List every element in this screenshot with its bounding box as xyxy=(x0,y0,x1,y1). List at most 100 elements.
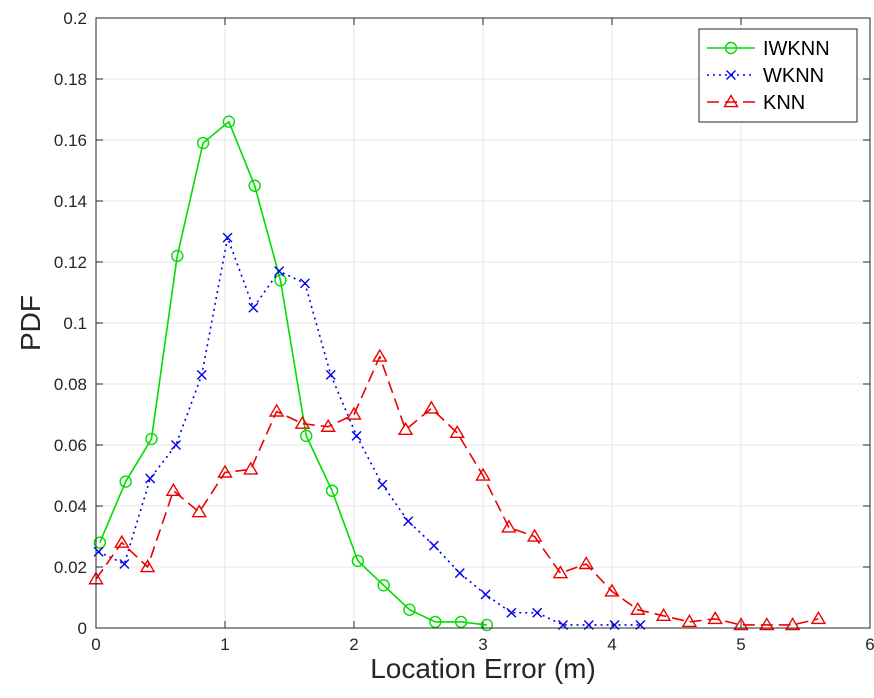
data-point-knn xyxy=(578,556,594,570)
data-point-knn xyxy=(449,424,465,439)
data-point-wknn xyxy=(299,278,310,289)
data-point-wknn xyxy=(532,607,543,618)
data-point-iwknn xyxy=(403,603,416,616)
data-point-wknn xyxy=(454,568,465,579)
x-tick-labels: 0 1 2 3 4 5 6 xyxy=(91,635,874,654)
data-point-wknn xyxy=(145,473,156,484)
data-point-knn xyxy=(346,406,362,420)
data-point-iwknn xyxy=(145,432,158,446)
y-tick-label: 0.04 xyxy=(54,497,87,516)
series-iwknn xyxy=(93,115,494,632)
data-point-knn xyxy=(243,461,259,475)
data-point-wknn xyxy=(170,440,181,450)
series-line-knn xyxy=(95,355,819,626)
data-point-knn xyxy=(475,467,491,481)
data-point-knn xyxy=(604,583,620,597)
y-tick-label: 0.12 xyxy=(54,253,87,272)
data-point-wknn xyxy=(403,516,414,527)
y-tick-label: 0.06 xyxy=(54,436,87,455)
y-tick-label: 0.14 xyxy=(54,192,87,211)
data-point-iwknn xyxy=(325,484,339,497)
data-point-iwknn xyxy=(171,249,184,263)
y-tick-label: 0.1 xyxy=(63,314,87,333)
x-tick-label: 4 xyxy=(607,635,616,654)
data-point-knn xyxy=(165,482,182,496)
data-point-iwknn xyxy=(377,579,390,592)
legend-label-knn: KNN xyxy=(763,92,805,114)
legend-marker-wknn xyxy=(726,70,736,80)
data-point-knn xyxy=(681,614,698,628)
data-point-wknn xyxy=(506,607,517,618)
data-point-wknn xyxy=(248,302,259,313)
legend-label-wknn: WKNN xyxy=(763,65,824,87)
data-point-wknn xyxy=(274,266,285,277)
data-point-wknn xyxy=(428,540,439,551)
data-point-iwknn xyxy=(429,615,442,629)
data-point-iwknn xyxy=(274,274,287,287)
x-axis-label: Location Error (m) xyxy=(370,653,596,684)
series-layer xyxy=(88,115,827,632)
data-point-knn xyxy=(630,601,646,615)
series-line-iwknn xyxy=(99,120,487,626)
data-point-knn xyxy=(707,610,723,625)
data-point-knn xyxy=(114,534,130,548)
data-point-iwknn xyxy=(480,618,494,632)
data-point-knn xyxy=(268,403,285,417)
data-point-knn xyxy=(526,528,543,542)
data-point-knn xyxy=(810,610,827,625)
data-point-iwknn xyxy=(222,115,236,128)
x-tick-label: 2 xyxy=(349,635,358,654)
y-tick-label: 0.16 xyxy=(54,131,87,150)
data-point-knn xyxy=(191,504,207,518)
data-point-iwknn xyxy=(351,554,365,568)
plot-frame xyxy=(95,17,871,629)
data-point-knn xyxy=(423,400,440,414)
x-tick-label: 0 xyxy=(91,635,100,654)
data-point-wknn xyxy=(325,369,336,380)
data-point-iwknn xyxy=(119,475,132,488)
data-point-knn xyxy=(759,617,775,631)
legend-label-iwknn: IWKNN xyxy=(763,38,830,60)
data-point-iwknn xyxy=(196,136,210,150)
y-tick-label: 0.02 xyxy=(54,558,87,577)
data-point-wknn xyxy=(377,479,388,490)
data-point-iwknn xyxy=(248,179,261,192)
data-point-knn xyxy=(372,348,388,362)
data-point-knn xyxy=(552,565,569,579)
data-point-knn xyxy=(320,418,336,432)
series-wknn xyxy=(93,232,646,630)
series-knn xyxy=(88,348,827,631)
data-point-knn xyxy=(784,617,801,631)
legend-entry-wknn: WKNN xyxy=(707,65,824,87)
legend-entry-knn: KNN xyxy=(707,92,805,114)
x-tick-label: 6 xyxy=(865,635,874,654)
data-point-wknn xyxy=(196,369,207,380)
x-tick-label: 1 xyxy=(220,635,229,654)
data-point-iwknn xyxy=(300,429,313,443)
legend-entry-iwknn: IWKNN xyxy=(707,38,830,60)
data-point-knn xyxy=(139,559,156,573)
data-point-wknn xyxy=(222,232,233,243)
data-point-wknn xyxy=(119,558,130,569)
y-axis-label: PDF xyxy=(15,295,46,351)
legend: IWKNN WKNN KNN xyxy=(698,28,858,123)
y-tick-label: 0.2 xyxy=(63,9,87,28)
legend-marker-knn xyxy=(723,94,739,108)
data-point-knn xyxy=(655,607,672,622)
y-tick-labels: 0 0.02 0.04 0.06 0.08 0.1 0.12 0.14 0.16 0.18 0.2 xyxy=(54,9,87,638)
x-tick-label: 5 xyxy=(736,635,745,654)
legend-marker-iwknn xyxy=(724,41,738,55)
data-point-knn xyxy=(733,617,749,631)
data-point-knn xyxy=(294,415,311,429)
data-point-knn xyxy=(397,421,414,435)
data-point-knn xyxy=(501,519,517,533)
y-tick-label: 0.18 xyxy=(54,70,87,89)
data-point-iwknn xyxy=(454,615,468,629)
y-tick-label: 0 xyxy=(78,619,87,638)
data-point-iwknn xyxy=(93,536,107,549)
y-tick-label: 0.08 xyxy=(54,375,87,394)
data-point-wknn xyxy=(351,430,362,441)
data-point-wknn xyxy=(480,589,491,600)
x-tick-label: 3 xyxy=(478,635,487,654)
